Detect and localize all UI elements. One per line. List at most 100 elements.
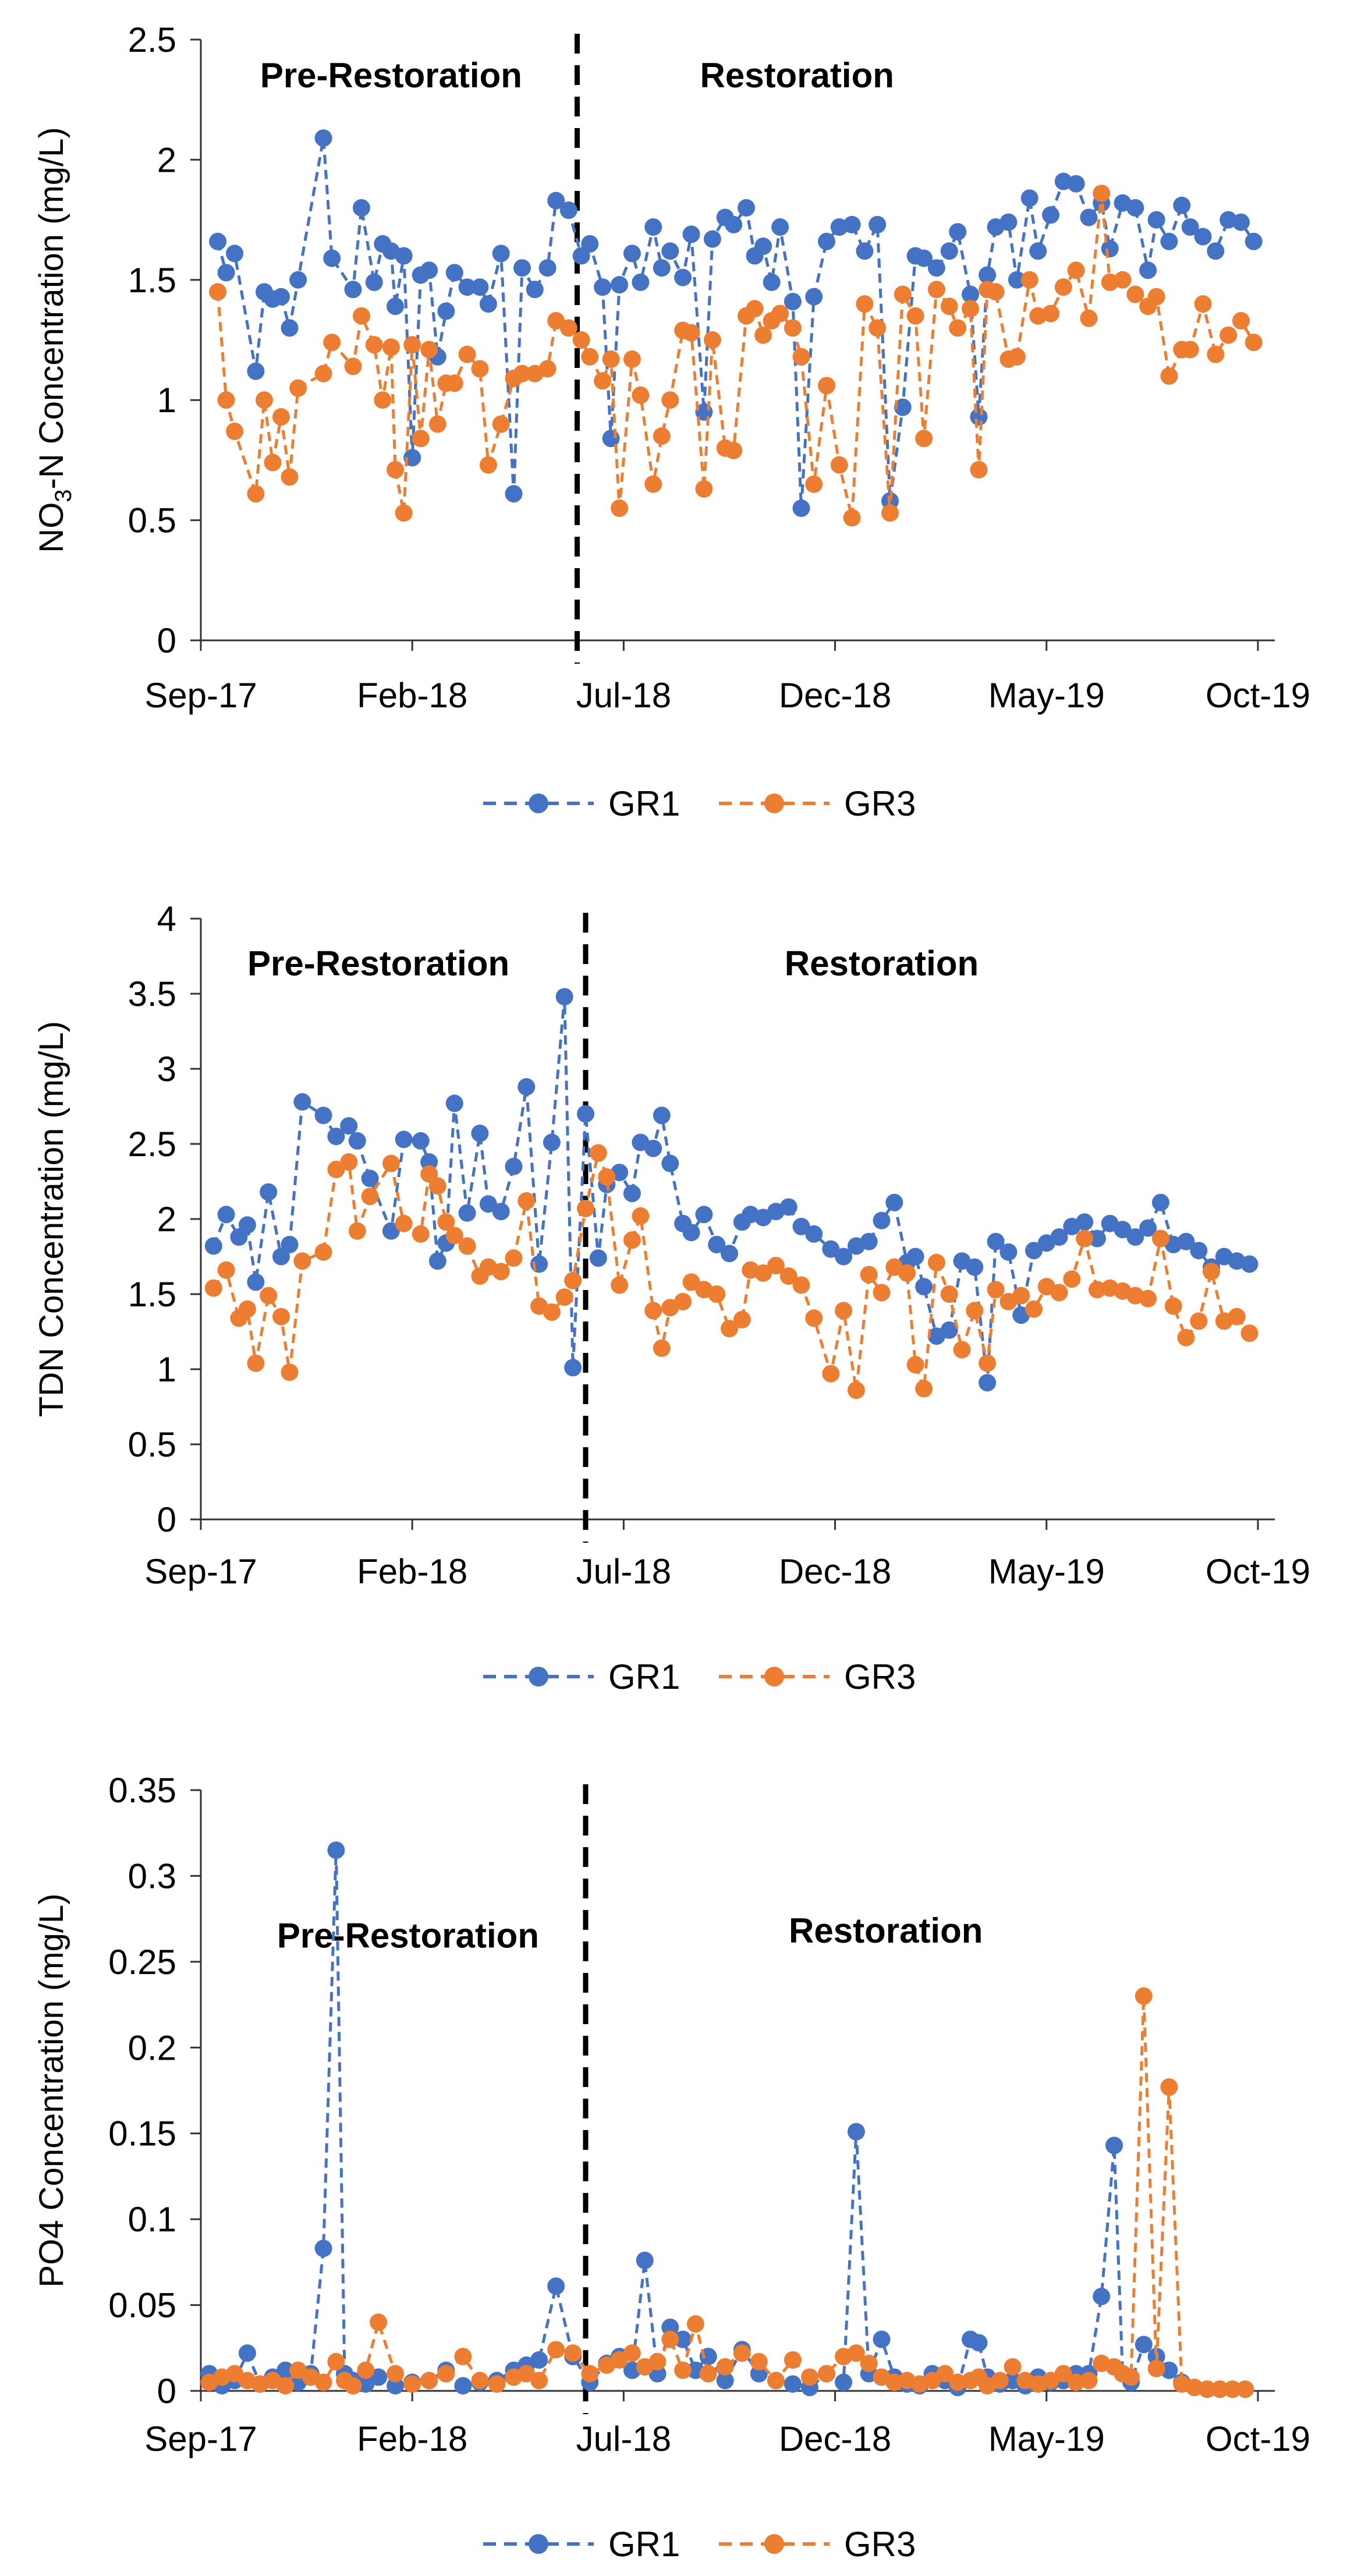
legend-marker	[764, 793, 784, 813]
data-point-gr3	[1207, 345, 1225, 363]
annotation-pre: Pre-Restoration	[260, 56, 522, 95]
data-point-gr3	[1245, 334, 1263, 352]
data-point-gr1	[577, 1105, 594, 1123]
data-point-gr3	[247, 1354, 265, 1372]
data-point-gr3	[754, 1264, 772, 1282]
data-point-gr3	[445, 1227, 463, 1245]
y-tick-label: 0	[157, 1500, 176, 1539]
data-point-gr3	[632, 1207, 650, 1225]
data-point-gr3	[1063, 1270, 1081, 1288]
series-gr3	[204, 1144, 1259, 1399]
data-point-gr1	[763, 273, 781, 291]
data-point-gr3	[1147, 2359, 1165, 2377]
data-point-gr1	[458, 278, 476, 296]
data-point-gr3	[860, 2354, 878, 2372]
data-point-gr1	[530, 2351, 548, 2369]
data-point-gr3	[949, 319, 967, 337]
charts-root: 0 0.5 1 1.5 2 2.5 Sep-17 Feb-18 Jul-18 Dec-18 May-…	[33, 20, 1310, 2564]
data-point-gr3	[699, 2365, 717, 2383]
data-point-gr1	[395, 1131, 413, 1149]
data-point-gr3	[357, 2361, 375, 2379]
data-point-gr1	[412, 1132, 430, 1150]
data-point-gr1	[1008, 271, 1026, 289]
legend-marker	[529, 1667, 548, 1686]
data-point-gr3	[746, 300, 764, 318]
y-tick-label: 0.15	[108, 2114, 176, 2153]
series-gr1	[204, 988, 1259, 1392]
data-point-gr1	[915, 249, 933, 267]
data-point-gr1	[1160, 2361, 1178, 2379]
x-tick-label: Jul-18	[576, 676, 671, 715]
data-point-gr3	[238, 1300, 256, 1318]
data-point-gr1	[1126, 199, 1144, 217]
data-point-gr1	[1147, 211, 1165, 229]
data-point-gr3	[1177, 1328, 1195, 1347]
legend: GR1 GR3	[483, 784, 916, 823]
data-point-gr3	[281, 468, 299, 486]
data-point-gr3	[632, 386, 650, 404]
data-point-gr3	[572, 331, 590, 349]
data-point-gr1	[1114, 1221, 1132, 1239]
x-tick-label: Dec-18	[779, 676, 891, 715]
data-point-gr3	[564, 1271, 582, 1289]
data-point-gr3	[1067, 261, 1085, 279]
data-point-gr3	[894, 285, 912, 303]
data-point-gr3	[344, 2377, 362, 2395]
data-point-gr1	[247, 1273, 265, 1291]
data-point-gr3	[792, 348, 810, 366]
y-axis-label: TDN Concentration (mg/L)	[33, 1021, 70, 1417]
data-point-gr3	[674, 2361, 692, 2379]
y-axis-label: PO4 Concentration (mg/L)	[33, 1894, 70, 2288]
legend-label: GR1	[608, 1657, 680, 1696]
data-point-gr3	[1054, 2365, 1072, 2383]
data-point-gr3	[661, 2330, 679, 2348]
data-point-gr1	[445, 264, 463, 282]
data-point-gr3	[226, 422, 244, 440]
data-point-gr3	[991, 2372, 1009, 2390]
data-point-gr1	[682, 1224, 700, 1242]
y-tick-label: 1.5	[128, 261, 176, 300]
data-point-gr1	[547, 192, 565, 210]
data-point-gr1	[594, 278, 612, 296]
data-point-gr3	[1135, 1987, 1153, 2005]
data-point-gr3	[488, 2375, 506, 2393]
data-point-gr1	[661, 242, 679, 260]
series-gr1	[209, 129, 1263, 517]
data-point-gr3	[1228, 1308, 1246, 1326]
data-point-gr3	[1093, 185, 1111, 203]
x-tick-label: May-19	[988, 676, 1105, 715]
legend: GR1 GR3	[483, 2525, 916, 2564]
data-point-gr3	[505, 1249, 523, 1267]
data-point-gr3	[987, 283, 1005, 301]
data-point-gr3	[1194, 295, 1212, 313]
data-point-gr1	[716, 2372, 734, 2390]
y-tick-label: 1	[157, 1350, 176, 1389]
data-point-gr3	[653, 1339, 671, 1357]
data-point-gr1	[674, 2330, 692, 2348]
chart-1: 0 0.5 1 1.5 2 2.5 Sep-17 Feb-18 Jul-18 Dec-18 May-…	[33, 20, 1310, 823]
data-point-gr3	[289, 379, 307, 397]
data-point-gr1	[1088, 1229, 1106, 1248]
legend-label: GR1	[608, 784, 680, 823]
data-point-gr1	[293, 1093, 311, 1111]
data-point-gr3	[272, 408, 290, 426]
data-point-gr3	[648, 2352, 667, 2371]
data-point-gr3	[623, 350, 641, 368]
annotation-pre: Pre-Restoration	[247, 944, 509, 983]
data-point-gr3	[1211, 2380, 1229, 2398]
data-point-gr1	[750, 2365, 768, 2383]
data-point-gr3	[395, 504, 413, 522]
data-point-gr3	[1203, 1263, 1220, 1281]
data-point-gr1	[623, 1185, 641, 1203]
annotation-restore: Restoration	[789, 1911, 983, 1950]
data-point-gr3	[644, 475, 662, 493]
data-point-gr3	[348, 1222, 366, 1240]
data-point-gr1	[843, 215, 861, 233]
data-point-gr1	[856, 242, 874, 260]
data-point-gr3	[940, 297, 958, 316]
data-point-gr3	[555, 1288, 573, 1306]
y-tick-label: 2	[157, 140, 176, 179]
data-point-gr1	[526, 281, 544, 299]
data-point-gr1	[564, 1359, 582, 1377]
x-tick-label: Feb-18	[357, 1552, 467, 1591]
